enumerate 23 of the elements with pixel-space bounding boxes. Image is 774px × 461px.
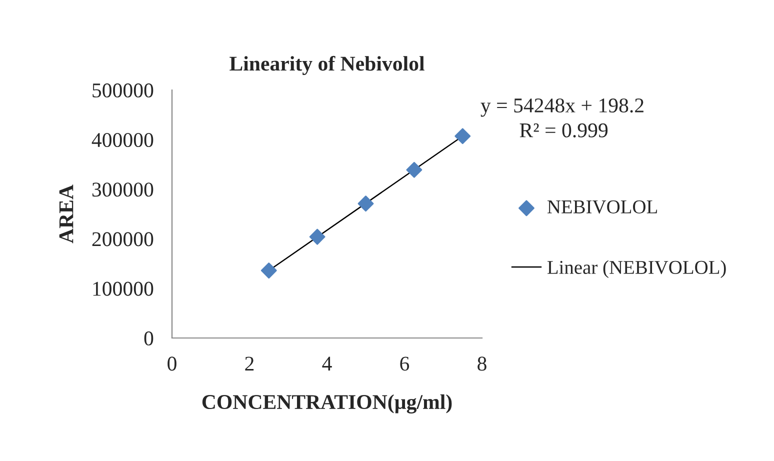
x-tick-label: 0 — [168, 356, 176, 371]
chart-title: Linearity of Nebivolol — [230, 56, 424, 76]
annotation: y = 54248x + 198.2 — [480, 98, 644, 117]
y-tick-label: 200000 — [92, 232, 154, 246]
x-axis-title: CONCENTRATION(µg/ml) — [202, 394, 452, 414]
point — [309, 228, 326, 245]
y-tick-label: 0 — [144, 331, 154, 346]
y-tick-label: 100000 — [93, 282, 154, 296]
point — [260, 262, 277, 279]
legend-label: Linear (NEBIVOLOL) — [547, 260, 726, 278]
text: R² = 0.999 — [520, 123, 608, 138]
legend-label: NEBIVOLOL — [547, 200, 657, 214]
y-tick-label: 500000 — [92, 83, 154, 98]
y-axis-title: AREA — [59, 184, 74, 244]
x-tick-label: 6 — [400, 356, 410, 371]
point — [358, 196, 374, 212]
point — [454, 128, 471, 144]
x-tick-label: 4 — [322, 356, 332, 371]
y-tick-label: 300000 — [92, 182, 154, 197]
point — [406, 162, 422, 178]
x-tick-label: 8 — [478, 356, 486, 371]
x-tick-label: 2 — [245, 356, 254, 371]
y-tick-label: 400000 — [92, 132, 154, 148]
